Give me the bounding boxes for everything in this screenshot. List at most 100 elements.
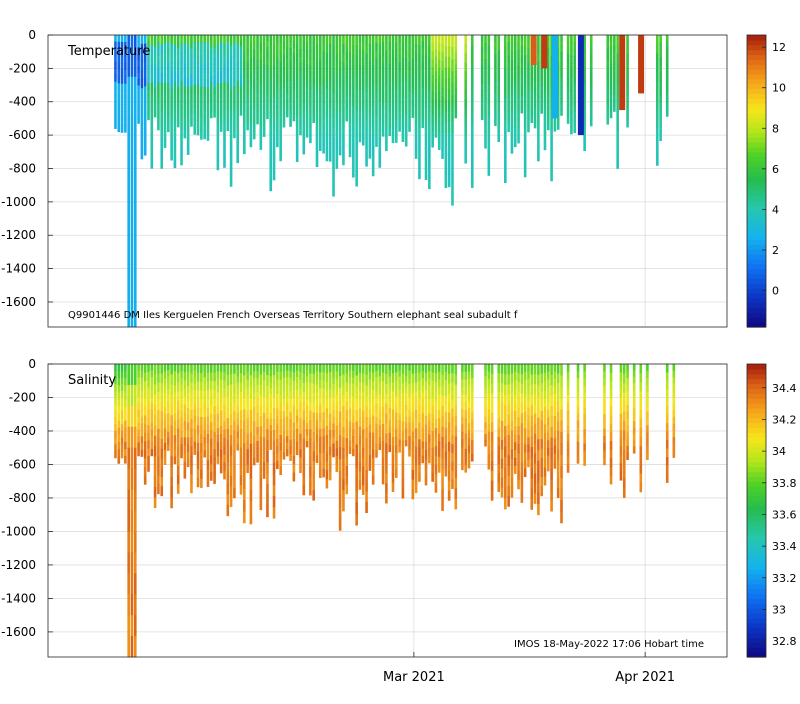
profile-cell: [322, 35, 325, 44]
profile-cell: [282, 74, 286, 82]
profile-cell: [338, 506, 342, 519]
profile-cell: [180, 90, 183, 101]
profile-cell: [196, 460, 200, 470]
profile-cell: [292, 102, 296, 109]
profile-cell: [160, 139, 164, 150]
profile-cell: [401, 364, 405, 375]
profile-cell: [272, 474, 276, 486]
profile-cell: [233, 430, 236, 441]
profile-cell: [411, 58, 415, 65]
profile-cell: [441, 61, 444, 71]
profile-cell: [299, 42, 302, 50]
profile-cell: [302, 51, 306, 61]
profile-cell: [160, 130, 164, 141]
profile-cell: [626, 432, 629, 440]
colorbar-segment: [747, 215, 766, 221]
profile-cell: [543, 125, 547, 134]
profile-cell: [196, 113, 200, 122]
profile-cell: [239, 109, 243, 116]
profile-cell: [236, 425, 240, 433]
profile-cell: [401, 478, 405, 489]
profile-cell: [368, 432, 372, 441]
profile-cell: [312, 53, 315, 61]
profile-cell: [626, 48, 629, 56]
profile-cell: [140, 383, 144, 391]
profile-cell: [295, 98, 299, 108]
profile-cell: [566, 433, 570, 442]
profile-cell: [421, 399, 425, 407]
profile-cell: [163, 91, 167, 100]
profile-cell: [226, 407, 230, 419]
profile-cell: [381, 406, 385, 416]
profile-cell: [345, 41, 349, 48]
profile-cell: [566, 364, 570, 373]
profile-cell: [133, 447, 137, 470]
salinity-profiles: [114, 364, 676, 658]
profile-cell: [147, 59, 150, 66]
profile-cell: [259, 67, 263, 77]
profile-cell: [279, 427, 282, 436]
profile-cell: [464, 433, 467, 442]
profile-cell: [395, 412, 398, 422]
profile-cell: [520, 46, 524, 53]
profile-cell: [606, 35, 610, 42]
profile-cell: [213, 105, 216, 112]
profile-cell: [186, 77, 190, 87]
profile-cell: [309, 119, 312, 128]
profile-cell: [150, 409, 154, 417]
profile-cell: [200, 478, 203, 488]
salinity-y-ticks: 0-200-400-600-800-1000-1200-1400-1600: [1, 357, 53, 639]
profile-cell: [246, 109, 249, 117]
profile-cell: [150, 442, 154, 450]
profile-cell: [500, 364, 504, 374]
profile-cell: [143, 458, 147, 468]
profile-cell: [295, 364, 299, 371]
profile-cell: [167, 438, 170, 445]
profile-cell: [401, 111, 405, 120]
profile-cell: [170, 466, 173, 478]
profile-cell: [203, 131, 206, 140]
profile-cell: [550, 149, 553, 161]
profile-cell: [348, 383, 352, 391]
profile-cell: [603, 450, 606, 459]
profile-cell: [213, 415, 216, 425]
profile-cell: [302, 401, 306, 412]
profile-cell: [130, 531, 134, 553]
profile-cell: [398, 76, 401, 84]
profile-cell: [226, 123, 230, 131]
profile-cell: [209, 105, 213, 113]
profile-cell: [513, 98, 517, 108]
profile-cell: [186, 451, 190, 460]
profile-cell: [355, 56, 358, 68]
profile-cell: [292, 90, 296, 97]
profile-cell: [361, 66, 365, 75]
profile-cell: [533, 463, 537, 474]
profile-cell: [556, 392, 560, 403]
profile-cell: [500, 430, 504, 441]
profile-cell: [447, 35, 451, 47]
profile-cell: [437, 92, 441, 101]
profile-cell: [414, 105, 418, 115]
profile-cell: [279, 142, 282, 153]
profile-cell: [266, 407, 269, 420]
profile-cell: [239, 419, 243, 430]
profile-cell: [421, 61, 425, 69]
profile-cell: [527, 400, 530, 409]
profile-cell: [451, 390, 454, 401]
profile-cell: [180, 81, 183, 92]
profile-cell: [117, 449, 121, 457]
profile-cell: [299, 402, 302, 412]
profile-cell: [259, 395, 263, 407]
profile-cell: [190, 41, 193, 49]
profile-cell: [269, 46, 273, 58]
profile-cell: [345, 108, 349, 116]
profile-cell: [434, 364, 438, 374]
profile-cell: [289, 426, 292, 434]
profile-cell: [441, 447, 444, 459]
profile-cell: [160, 467, 164, 478]
profile-cell: [553, 386, 557, 395]
profile-cell: [414, 131, 418, 142]
profile-cell: [385, 383, 388, 395]
profile-cell: [464, 108, 467, 118]
profile-cell: [656, 100, 659, 110]
